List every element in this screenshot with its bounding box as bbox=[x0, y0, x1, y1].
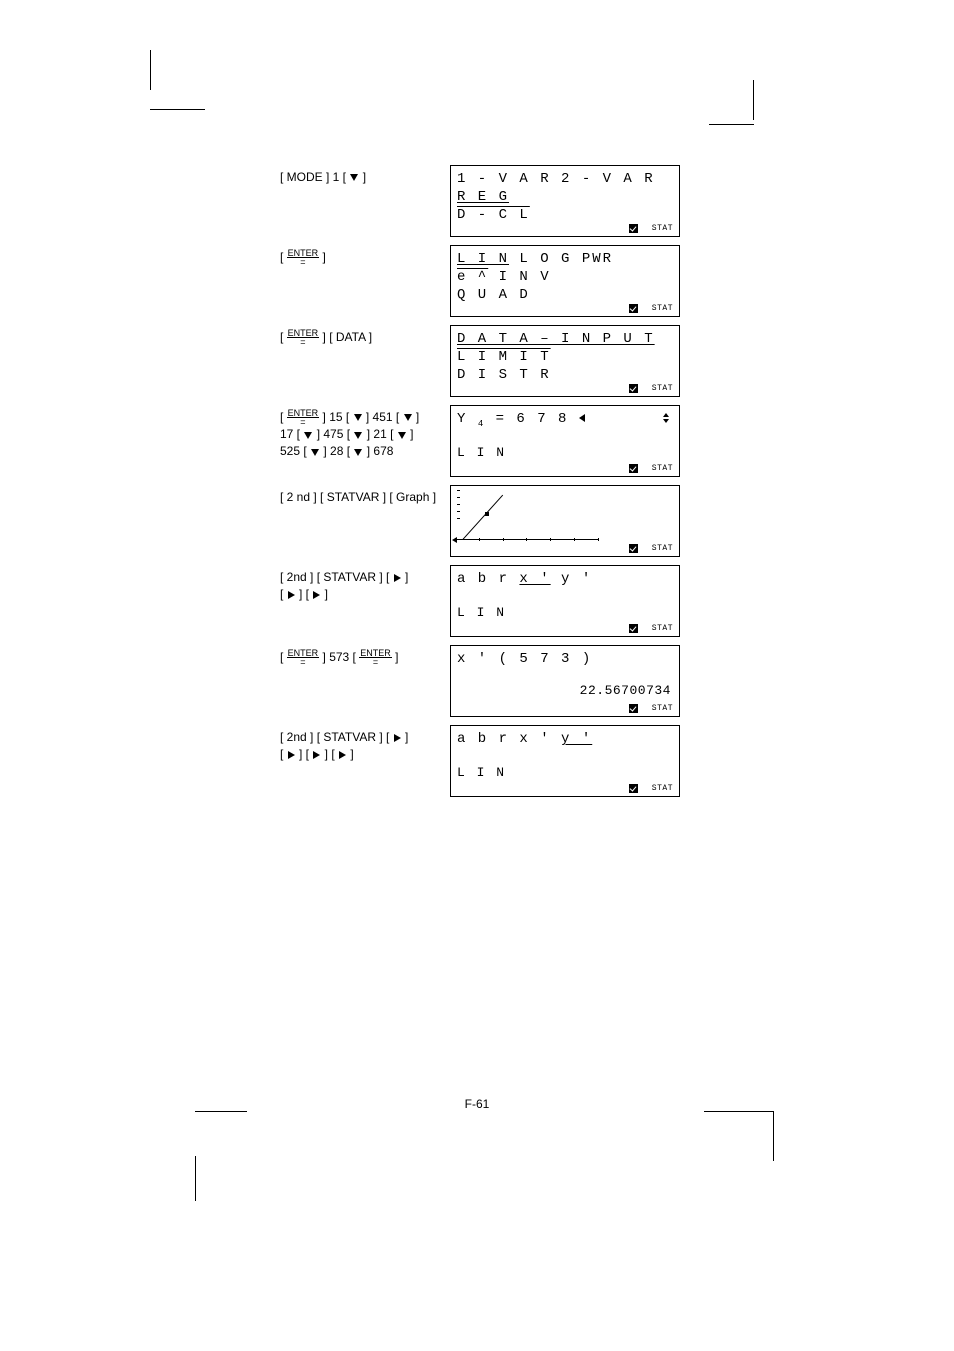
instruction-row: [ ENTER= ] [ DATA ] D A T A – I N P U T … bbox=[280, 325, 720, 397]
status-bar: STAT bbox=[629, 544, 673, 554]
d-icon bbox=[629, 384, 638, 393]
screen-line: Y 4 = 6 7 8 bbox=[457, 410, 673, 430]
calculator-screen: a b r x ' y ' L I N STAT bbox=[450, 565, 680, 637]
right-arrow-icon bbox=[394, 574, 401, 582]
d-icon bbox=[629, 224, 638, 233]
screen-line: 1 - V A R 2 - V A R bbox=[457, 170, 673, 188]
screen-line: L I N L O G PWR bbox=[457, 250, 673, 268]
crop-mark-br bbox=[714, 1111, 774, 1171]
enter-key-icon: ENTER= bbox=[287, 409, 320, 426]
key-sequence: [ ENTER= ] 15 [ ] 451 [ ] 17 [ ] 475 [ ]… bbox=[280, 405, 450, 460]
key-sequence: [ ENTER= ] bbox=[280, 245, 450, 266]
d-icon bbox=[629, 304, 638, 313]
updown-icon bbox=[663, 410, 669, 428]
enter-key-icon: ENTER= bbox=[287, 649, 320, 666]
d-icon bbox=[629, 704, 638, 713]
d-icon bbox=[629, 464, 638, 473]
status-bar: STAT bbox=[629, 304, 673, 314]
enter-key-icon: ENTER= bbox=[359, 649, 392, 666]
status-bar: STAT bbox=[629, 464, 673, 474]
stat-label: STAT bbox=[652, 784, 673, 794]
down-arrow-icon bbox=[350, 174, 358, 181]
status-bar: STAT bbox=[629, 704, 673, 714]
page-content: [ MODE ] 1 [ ] 1 - V A R 2 - V A R R E G… bbox=[280, 165, 720, 805]
instruction-row: [ MODE ] 1 [ ] 1 - V A R 2 - V A R R E G… bbox=[280, 165, 720, 237]
screen-line: L I M I T bbox=[457, 349, 551, 365]
regression-graph bbox=[455, 490, 599, 540]
screen-line: L I N bbox=[457, 445, 506, 462]
screen-line: D - C L bbox=[457, 207, 530, 223]
down-arrow-icon bbox=[304, 432, 312, 439]
result-value: 22.56700734 bbox=[580, 683, 671, 700]
down-arrow-icon bbox=[311, 449, 319, 456]
stat-label: STAT bbox=[652, 384, 673, 394]
instruction-row: [ 2nd ] [ STATVAR ] [ ] [ ] [ ] a b r x … bbox=[280, 565, 720, 637]
crop-mark-tl bbox=[150, 50, 210, 110]
key-sequence: [ 2 nd ] [ STATVAR ] [ Graph ] bbox=[280, 485, 450, 506]
calculator-screen: D A T A – I N P U T L I M I T D I S T R … bbox=[450, 325, 680, 397]
down-arrow-icon bbox=[398, 432, 406, 439]
screen-line: R E G bbox=[457, 189, 509, 205]
d-icon bbox=[629, 624, 638, 633]
enter-key-icon: ENTER= bbox=[287, 329, 320, 346]
calculator-screen: Y 4 = 6 7 8 L I N STAT bbox=[450, 405, 680, 477]
calculator-screen: STAT bbox=[450, 485, 680, 557]
stat-label: STAT bbox=[652, 544, 673, 554]
crop-mark-bl bbox=[195, 1111, 255, 1171]
screen-line: e ^ I N V bbox=[457, 268, 673, 286]
screen-line: a b r x ' y ' bbox=[457, 570, 673, 588]
right-arrow-icon bbox=[313, 591, 320, 599]
instruction-row: [ 2nd ] [ STATVAR ] [ ] [ ] [ ] [ ] a b … bbox=[280, 725, 720, 797]
right-arrow-icon bbox=[339, 751, 346, 759]
screen-line: x ' ( 5 7 3 ) bbox=[457, 650, 673, 668]
screen-line: L I N bbox=[457, 765, 506, 782]
screen-line: D A T A – I N P U T bbox=[457, 331, 655, 347]
calculator-screen: L I N L O G PWR e ^ I N V Q U A D STAT bbox=[450, 245, 680, 317]
instruction-row: [ ENTER= ] L I N L O G PWR e ^ I N V Q U… bbox=[280, 245, 720, 317]
stat-label: STAT bbox=[652, 224, 673, 234]
stat-label: STAT bbox=[652, 704, 673, 714]
down-arrow-icon bbox=[354, 414, 362, 421]
key-sequence: [ 2nd ] [ STATVAR ] [ ] [ ] [ ] bbox=[280, 565, 450, 603]
stat-label: STAT bbox=[652, 624, 673, 634]
screen-line: D I S T R bbox=[457, 366, 673, 384]
screen-line: Q U A D bbox=[457, 286, 673, 304]
enter-key-icon: ENTER= bbox=[287, 249, 320, 266]
down-arrow-icon bbox=[404, 414, 412, 421]
calculator-screen: x ' ( 5 7 3 ) 22.56700734 STAT bbox=[450, 645, 680, 717]
down-arrow-icon bbox=[354, 449, 362, 456]
right-arrow-icon bbox=[288, 751, 295, 759]
stat-label: STAT bbox=[652, 464, 673, 474]
d-icon bbox=[629, 784, 638, 793]
right-arrow-icon bbox=[288, 591, 295, 599]
right-arrow-icon bbox=[313, 751, 320, 759]
crop-mark-tr bbox=[694, 100, 754, 160]
key-sequence: [ 2nd ] [ STATVAR ] [ ] [ ] [ ] [ ] bbox=[280, 725, 450, 763]
key-sequence: [ MODE ] 1 [ ] bbox=[280, 165, 450, 186]
status-bar: STAT bbox=[629, 784, 673, 794]
page-number: F-61 bbox=[465, 1097, 490, 1111]
stat-label: STAT bbox=[652, 304, 673, 314]
instruction-row: [ ENTER= ] 15 [ ] 451 [ ] 17 [ ] 475 [ ]… bbox=[280, 405, 720, 477]
d-icon bbox=[629, 544, 638, 553]
cursor-left-icon bbox=[579, 414, 585, 422]
status-bar: STAT bbox=[629, 384, 673, 394]
calculator-screen: 1 - V A R 2 - V A R R E G D - C L STAT bbox=[450, 165, 680, 237]
status-bar: STAT bbox=[629, 624, 673, 634]
status-bar: STAT bbox=[629, 224, 673, 234]
right-arrow-icon bbox=[394, 734, 401, 742]
screen-line: a b r x ' y ' bbox=[457, 730, 673, 748]
instruction-row: [ 2 nd ] [ STATVAR ] [ Graph ] STAT bbox=[280, 485, 720, 557]
screen-line: L I N bbox=[457, 605, 506, 622]
down-arrow-icon bbox=[354, 432, 362, 439]
instruction-row: [ ENTER= ] 573 [ ENTER= ] x ' ( 5 7 3 ) … bbox=[280, 645, 720, 717]
key-sequence: [ ENTER= ] 573 [ ENTER= ] bbox=[280, 645, 450, 666]
calculator-screen: a b r x ' y ' L I N STAT bbox=[450, 725, 680, 797]
key-sequence: [ ENTER= ] [ DATA ] bbox=[280, 325, 450, 346]
